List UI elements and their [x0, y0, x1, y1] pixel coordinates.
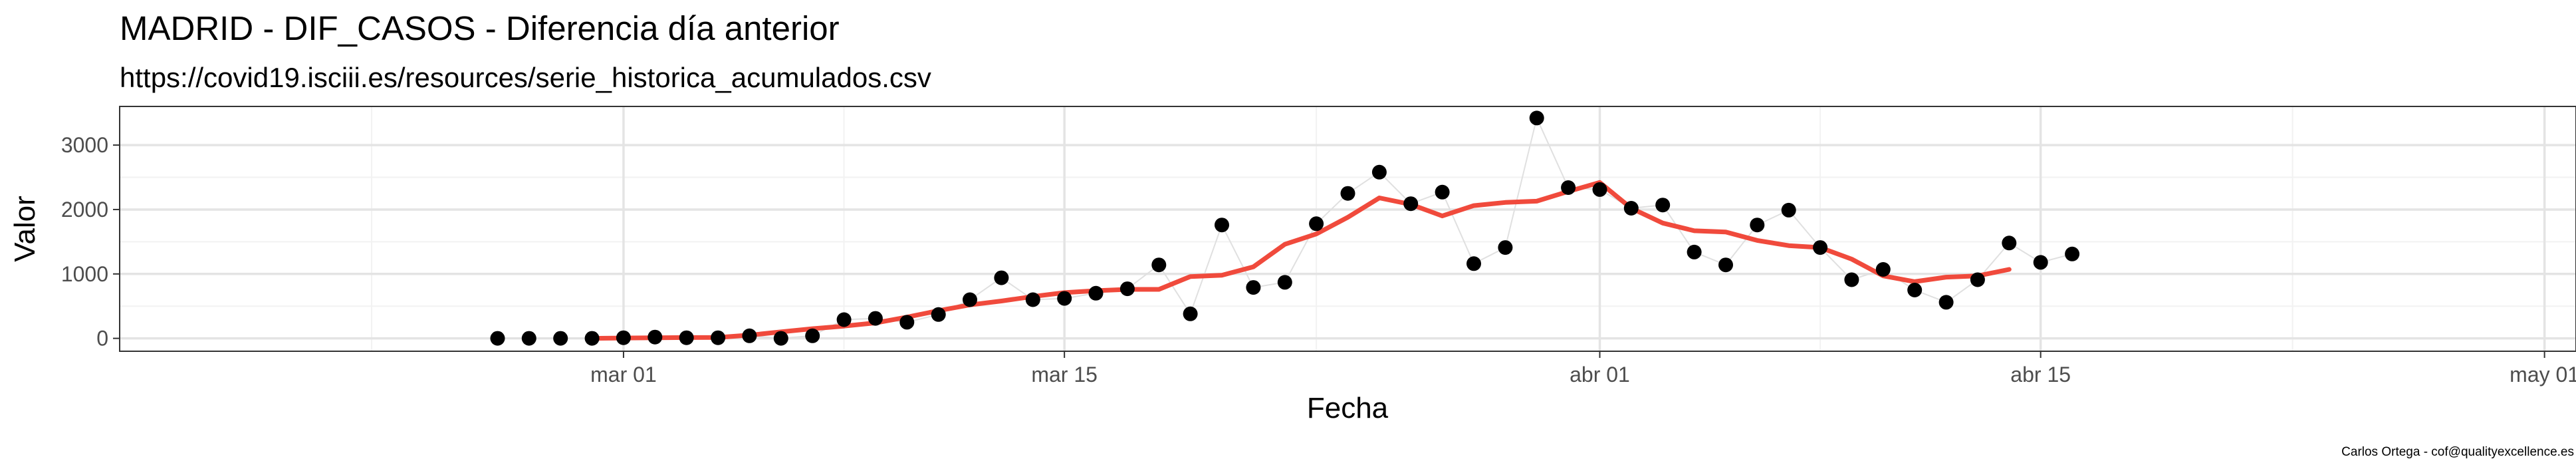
- data-point: [1403, 196, 1419, 212]
- x-tick-label: abr 15: [2010, 363, 2071, 387]
- x-tick-label: mar 15: [1031, 363, 1098, 387]
- data-point: [521, 331, 536, 346]
- data-point: [1466, 256, 1481, 271]
- y-axis-title: Valor: [9, 196, 41, 261]
- data-point: [1057, 291, 1072, 306]
- x-tick-label: abr 01: [1570, 363, 1630, 387]
- data-point: [868, 311, 883, 326]
- data-point: [1687, 244, 1702, 259]
- data-point: [584, 331, 600, 346]
- data-point: [1151, 257, 1167, 273]
- data-point: [1813, 240, 1828, 255]
- data-point: [711, 330, 726, 345]
- data-point: [1119, 281, 1135, 297]
- data-point: [1246, 280, 1261, 295]
- data-point: [1088, 285, 1104, 301]
- data-point: [1340, 186, 1355, 201]
- y-tick-label: 2000: [61, 198, 108, 222]
- data-points: [490, 110, 2080, 346]
- data-point: [490, 331, 505, 346]
- data-point: [1781, 202, 1796, 218]
- data-point: [2065, 246, 2080, 261]
- data-point: [1277, 275, 1292, 290]
- data-point: [1592, 182, 1607, 197]
- chart-title: MADRID - DIF_CASOS - Diferencia día ante…: [120, 9, 840, 47]
- data-point: [773, 331, 788, 346]
- x-axis-ticks: mar 01 mar 15 abr 01 abr 15 may 01: [590, 351, 2576, 387]
- data-point: [994, 270, 1009, 285]
- x-tick-label: mar 01: [590, 363, 657, 387]
- data-point: [1215, 218, 1229, 233]
- y-tick-label: 0: [96, 327, 108, 351]
- data-point: [1970, 272, 1985, 287]
- data-point: [1529, 110, 1544, 126]
- data-point: [1025, 292, 1040, 307]
- data-point: [2002, 235, 2017, 251]
- data-point: [616, 330, 631, 345]
- data-point: [1561, 180, 1576, 195]
- data-point: [963, 292, 977, 307]
- data-point: [1844, 272, 1859, 287]
- data-point: [647, 329, 663, 345]
- x-tick-label: may 01: [2510, 363, 2576, 387]
- data-point: [1907, 283, 1923, 297]
- data-point: [1938, 295, 1954, 310]
- y-tick-label: 3000: [61, 133, 108, 157]
- data-point: [836, 312, 852, 327]
- plot-background: [120, 106, 2576, 351]
- data-point: [899, 315, 915, 330]
- data-point: [1655, 198, 1671, 213]
- data-point: [553, 331, 568, 346]
- data-point: [1623, 201, 1639, 216]
- data-point: [679, 330, 694, 345]
- data-point: [1371, 164, 1387, 180]
- data-point: [2033, 255, 2048, 270]
- data-point: [1498, 240, 1513, 255]
- y-axis-ticks: 0 1000 2000 3000: [61, 133, 120, 351]
- smoothed-line: [590, 180, 2012, 341]
- caption: Carlos Ortega - cof@qualityexcellence.es: [2341, 445, 2574, 459]
- data-point: [1435, 184, 1450, 200]
- data-point: [742, 328, 757, 343]
- y-tick-label: 1000: [61, 262, 108, 286]
- data-point: [1718, 257, 1733, 273]
- data-point: [1183, 306, 1198, 321]
- plot-border: [119, 106, 2576, 352]
- data-point: [1875, 262, 1891, 277]
- chart-subtitle: https://covid19.isciii.es/resources/seri…: [120, 62, 931, 93]
- data-point: [1309, 216, 1324, 232]
- data-point: [1750, 218, 1765, 233]
- smoothed-line-path: [590, 180, 2012, 341]
- x-axis-title: Fecha: [1307, 392, 1389, 424]
- data-point: [805, 328, 820, 343]
- data-point: [931, 307, 946, 322]
